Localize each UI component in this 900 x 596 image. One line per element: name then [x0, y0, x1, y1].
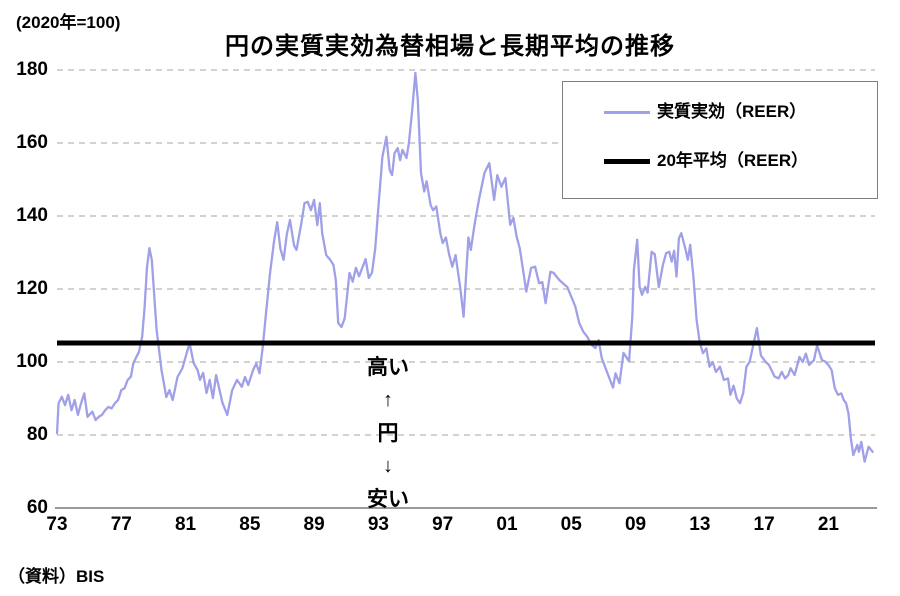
legend-item-reer: 実質実効（REER）	[563, 100, 877, 124]
legend-item-average: 20年平均（REER）	[563, 149, 877, 173]
y-tick-label-140: 140	[16, 205, 48, 226]
x-tick-label-21: 21	[817, 514, 839, 535]
down-arrow-icon: ↓	[383, 455, 393, 477]
y-tick-label-60: 60	[26, 497, 48, 518]
reer-line	[55, 71, 874, 463]
x-tick-label-93: 93	[367, 514, 389, 535]
x-tick-label-77: 77	[110, 514, 132, 535]
up-arrow-icon: ↑	[383, 389, 393, 411]
x-tick-label-89: 89	[303, 514, 325, 535]
average-line-swatch	[604, 159, 650, 164]
legend-label-reer: 実質実効（REER）	[657, 102, 807, 121]
source-label: （資料）BIS	[8, 567, 105, 586]
legend: 実質実効（REER） 20年平均（REER）	[562, 81, 878, 199]
x-tick-label-09: 09	[624, 514, 647, 535]
x-tick-label-05: 05	[560, 514, 582, 535]
reer-line-swatch	[604, 111, 650, 114]
x-tick-label-97: 97	[432, 514, 454, 535]
x-tick-label-01: 01	[496, 514, 518, 535]
y-axis-unit-label: (2020年=100)	[16, 13, 121, 32]
x-tick-label-81: 81	[174, 514, 197, 535]
yen-direction-annotation: 高い ↑ 円 ↓ 安い	[343, 351, 433, 516]
x-tick-label-17: 17	[753, 514, 775, 535]
y-tick-label-180: 180	[16, 59, 48, 80]
y-tick-label-80: 80	[26, 424, 48, 445]
y-tick-label-160: 160	[16, 132, 48, 153]
annotation-high: 高い	[367, 356, 409, 379]
legend-label-average: 20年平均（REER）	[657, 151, 809, 170]
chart-title: 円の実質実効為替相場と長期平均の推移	[225, 33, 675, 60]
x-tick-label-13: 13	[689, 514, 711, 535]
x-tick-label-85: 85	[239, 514, 261, 535]
y-tick-label-120: 120	[16, 278, 48, 299]
x-tick-label-73: 73	[46, 514, 68, 535]
annotation-yen: 円	[377, 422, 399, 445]
annotation-low: 安い	[367, 488, 409, 511]
y-tick-label-100: 100	[16, 351, 48, 372]
